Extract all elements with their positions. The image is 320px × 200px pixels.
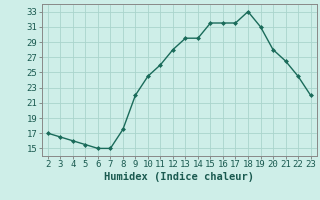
X-axis label: Humidex (Indice chaleur): Humidex (Indice chaleur) bbox=[104, 172, 254, 182]
